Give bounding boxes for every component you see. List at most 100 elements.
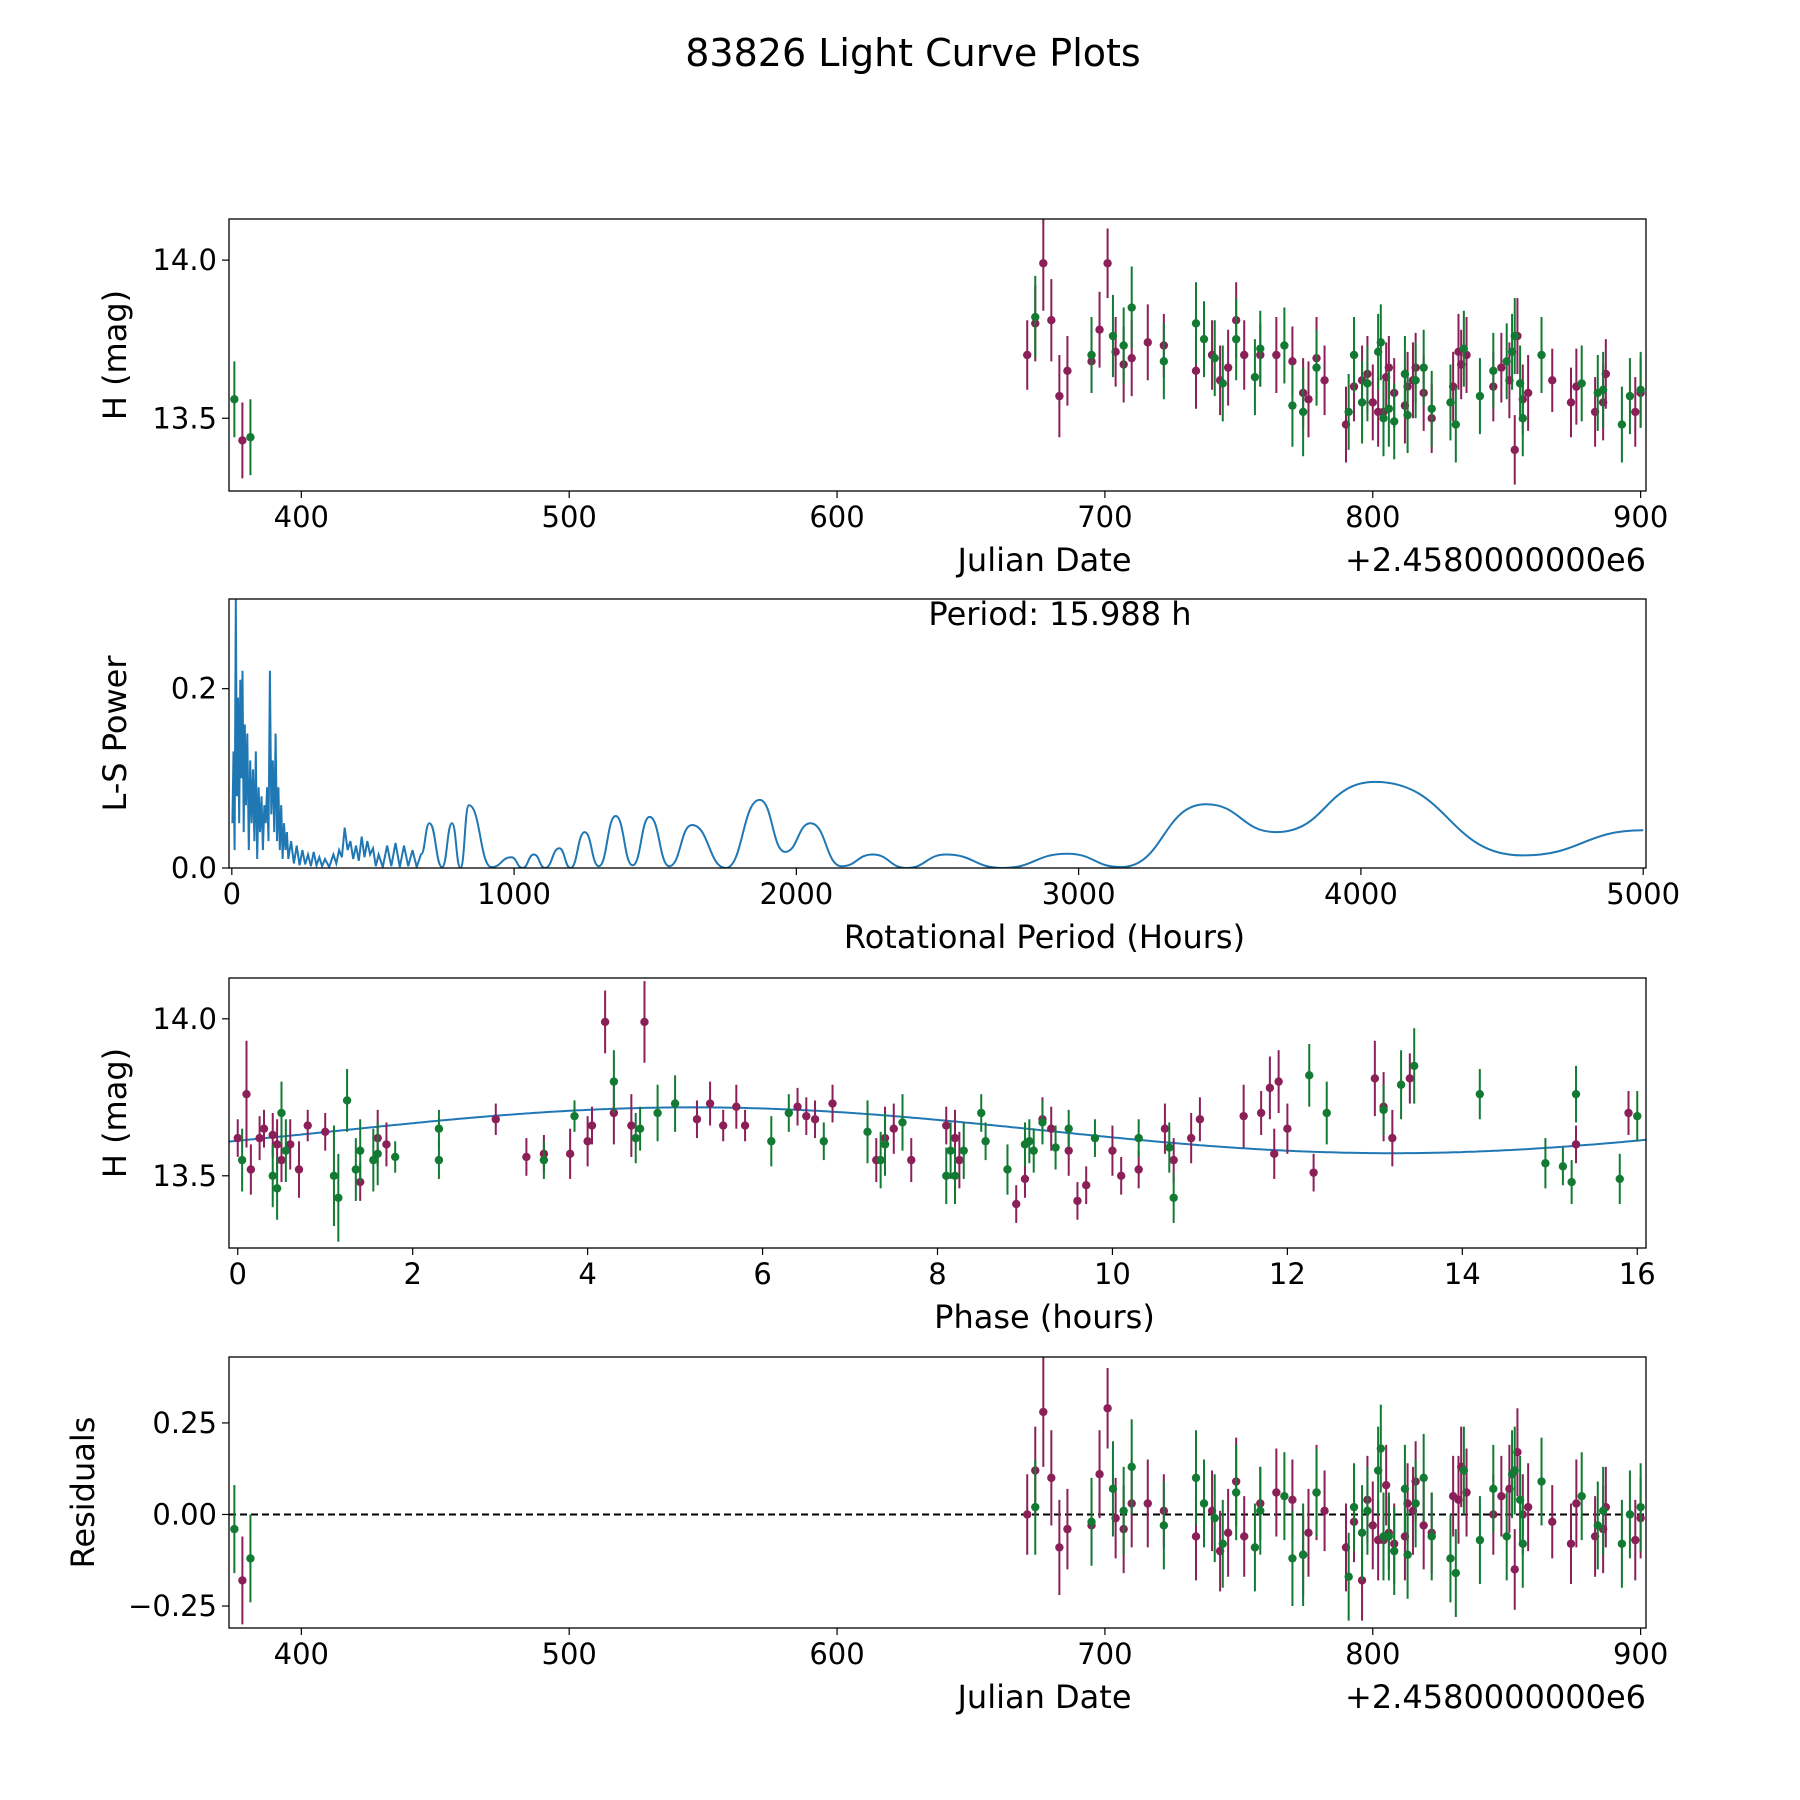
data-point	[1047, 1473, 1056, 1483]
x-tick-label: 600	[809, 1637, 864, 1671]
data-point	[390, 1152, 400, 1162]
data-point	[1489, 366, 1498, 376]
data-point	[1617, 420, 1627, 429]
data-point	[1288, 357, 1297, 366]
x-tick-label: 400	[274, 500, 329, 534]
data-point	[1615, 1174, 1624, 1184]
data-point	[1272, 350, 1281, 360]
data-point	[1631, 407, 1640, 417]
axes-frame	[228, 977, 1647, 1249]
data-point	[802, 1111, 811, 1121]
data-point	[1081, 1181, 1091, 1190]
data-point	[977, 1108, 986, 1118]
x-tick-label: 6	[753, 1257, 771, 1291]
data-point	[1039, 259, 1048, 268]
x-offset-label: +2.4580000000e6	[1345, 1678, 1646, 1716]
data-point	[1411, 1499, 1420, 1508]
x-axis-label: Phase (hours)	[934, 1298, 1155, 1336]
series-magenta	[233, 981, 1633, 1223]
data-point	[1195, 1115, 1205, 1124]
data-point	[1390, 417, 1399, 426]
x-tick-label: 900	[1613, 500, 1668, 534]
data-point	[1370, 1074, 1380, 1083]
data-point	[1231, 1488, 1241, 1497]
data-point	[1309, 1168, 1318, 1177]
data-point	[1403, 1550, 1412, 1559]
data-point	[1558, 1162, 1568, 1171]
data-point	[230, 395, 239, 404]
y-tick-label: 13.5	[152, 1159, 217, 1193]
data-point	[1617, 1539, 1627, 1548]
data-point	[1127, 353, 1136, 363]
data-point	[1381, 1480, 1391, 1490]
data-point	[1108, 331, 1118, 341]
data-point	[539, 1155, 549, 1165]
x-tick-label: 4000	[1324, 877, 1398, 911]
data-point	[1127, 303, 1136, 312]
data-point	[1256, 1108, 1266, 1118]
data-point	[631, 1133, 640, 1143]
data-point	[1379, 414, 1388, 423]
data-point	[1344, 407, 1353, 417]
data-point	[1357, 1528, 1367, 1537]
data-point	[889, 1124, 898, 1133]
data-point	[570, 1111, 579, 1121]
data-point	[732, 1102, 741, 1111]
data-point	[1419, 1473, 1428, 1483]
x-axis-label: Rotational Period (Hours)	[844, 918, 1245, 956]
data-point	[1427, 1532, 1436, 1541]
data-point	[1064, 1124, 1073, 1133]
data-point	[1497, 363, 1506, 372]
x-tick-label: 900	[1613, 1637, 1668, 1671]
data-point	[1055, 391, 1064, 401]
y-tick-label: 0.2	[171, 672, 217, 706]
data-point	[277, 1108, 286, 1118]
data-point	[259, 1124, 269, 1133]
data-point	[1090, 1133, 1100, 1143]
data-point	[1548, 1517, 1557, 1526]
data-point	[1537, 350, 1546, 360]
data-point	[1119, 341, 1128, 350]
data-point	[959, 1146, 968, 1155]
data-point	[1384, 404, 1394, 413]
data-point	[784, 1108, 794, 1118]
data-point	[1103, 1404, 1112, 1413]
data-point	[303, 1121, 312, 1130]
data-point	[1186, 1133, 1196, 1143]
data-point	[242, 1089, 251, 1099]
data-point	[692, 1115, 702, 1124]
data-point	[1446, 1554, 1455, 1563]
period-annotation: Period: 15.988 h	[928, 595, 1191, 633]
data-point	[1256, 1506, 1265, 1516]
data-point	[272, 1140, 282, 1149]
data-point	[1280, 1491, 1289, 1501]
data-point	[1304, 1528, 1313, 1537]
y-tick-label: 14.0	[152, 1002, 217, 1036]
data-point	[1240, 1532, 1249, 1541]
data-point	[233, 1133, 242, 1143]
y-tick-label: 0.00	[152, 1497, 217, 1531]
data-point	[268, 1171, 277, 1180]
data-point	[1087, 350, 1096, 360]
data-point	[1191, 366, 1201, 376]
data-point	[1047, 1124, 1056, 1133]
data-point	[434, 1124, 444, 1133]
data-point	[1218, 379, 1227, 388]
data-point	[1411, 376, 1420, 385]
data-point	[1103, 259, 1112, 268]
data-point	[828, 1099, 837, 1108]
y-axis-label: H (mag)	[96, 1048, 134, 1178]
x-tick-label: 700	[1077, 500, 1132, 534]
data-point	[1571, 1089, 1581, 1099]
data-point	[898, 1118, 907, 1127]
phase-panel: 0 2 4 6 8 10 12 14 16 13.5 14.0 Phase (hours) H (mag…	[96, 977, 1656, 1336]
data-point	[1368, 398, 1377, 407]
data-point	[1636, 385, 1645, 394]
data-point	[767, 1137, 776, 1146]
data-point	[583, 1137, 592, 1146]
data-point	[635, 1124, 645, 1133]
axes-frame	[228, 218, 1647, 492]
data-point	[1031, 312, 1040, 322]
data-point	[1384, 363, 1394, 372]
